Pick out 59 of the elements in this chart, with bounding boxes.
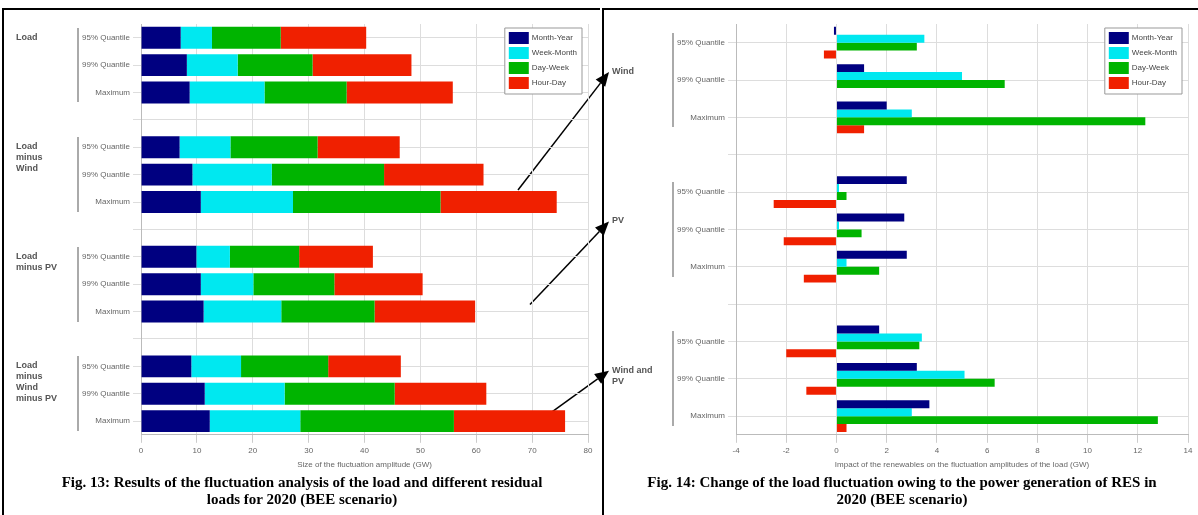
x-tick-label: 4 [934,445,940,455]
x-tick-label: 8 [1035,445,1041,455]
x-tick-label: 30 [304,445,314,455]
y-tick-label: 99% Quantile [82,60,131,70]
y-tick-label: Maximum [95,416,131,426]
legend-label: Hour-Day [1131,78,1167,88]
y-tick-label: 95% Quantile [677,336,726,346]
x-tick-label: 0 [834,445,840,455]
text: Load minus PV [16,250,58,273]
x-tick-label: 80 [583,445,593,455]
y-tick-label: Maximum [690,261,726,271]
text: Load minus Wind minus PV [16,360,58,405]
y-tick-label: 95% Quantile [677,37,726,47]
legend-label: Month-Year [531,33,574,43]
x-tick-label: 60 [471,445,482,455]
y-tick-label: 95% Quantile [82,251,131,261]
legend-label: Week-Month [1131,48,1177,58]
y-tick-label: 95% Quantile [82,32,131,42]
text: PV [612,215,625,227]
text: Fig. 14: Change of the load fluctuation owing to the power generation of RES in 2020 (BEE scenario) [646,474,1158,508]
y-tick-label: 99% Quantile [82,169,131,179]
x-tick-label: 2 [884,445,890,455]
x-tick-label: 10 [1083,445,1093,455]
legend-label: Day-Week [531,63,570,73]
y-tick-label: 99% Quantile [677,224,726,234]
text: Load minus Wind [16,141,44,175]
y-tick-label: 99% Quantile [82,388,131,398]
y-tick-label: 95% Quantile [82,142,131,152]
legend-label: Month-Year [1131,33,1174,43]
x-tick-label: -2 [782,445,791,455]
x-axis-title: Size of the fluctuation amplitude (GW) [297,460,433,470]
text: Fig. 13: Results of the fluctuation analysis of the load and different residual loads for 2020 (BEE scenario) [60,474,544,508]
y-tick-label: 95% Quantile [82,361,131,371]
y-tick-label: 95% Quantile [677,187,726,197]
x-tick-label: 20 [248,445,258,455]
x-tick-label: 70 [527,445,538,455]
x-tick-label: 6 [984,445,990,455]
x-tick-label: 14 [1183,445,1193,455]
x-axis-title: Impact of the renewables on the fluctuation amplitudes of the load (GW) [834,460,1090,470]
text: Load [16,31,39,43]
text: Wind and PV [612,364,654,387]
y-tick-label: 99% Quantile [677,75,726,85]
x-tick-label: -4 [732,445,741,455]
x-tick-label: 12 [1133,445,1143,455]
legend-label: Hour-Day [531,78,567,88]
x-tick-label: 10 [192,445,202,455]
legend-label: Week-Month [531,48,577,58]
legend-label: Day-Week [1131,63,1170,73]
y-tick-label: Maximum [690,411,726,421]
y-tick-label: Maximum [95,87,131,97]
y-tick-label: Maximum [95,306,131,316]
x-tick-label: 0 [138,445,144,455]
y-tick-label: 99% Quantile [677,373,726,383]
x-tick-label: 40 [360,445,370,455]
y-tick-label: 99% Quantile [82,279,131,289]
y-tick-label: Maximum [690,112,726,122]
x-tick-label: 50 [415,445,426,455]
y-tick-label: Maximum [95,197,131,207]
text: Wind [612,66,635,78]
